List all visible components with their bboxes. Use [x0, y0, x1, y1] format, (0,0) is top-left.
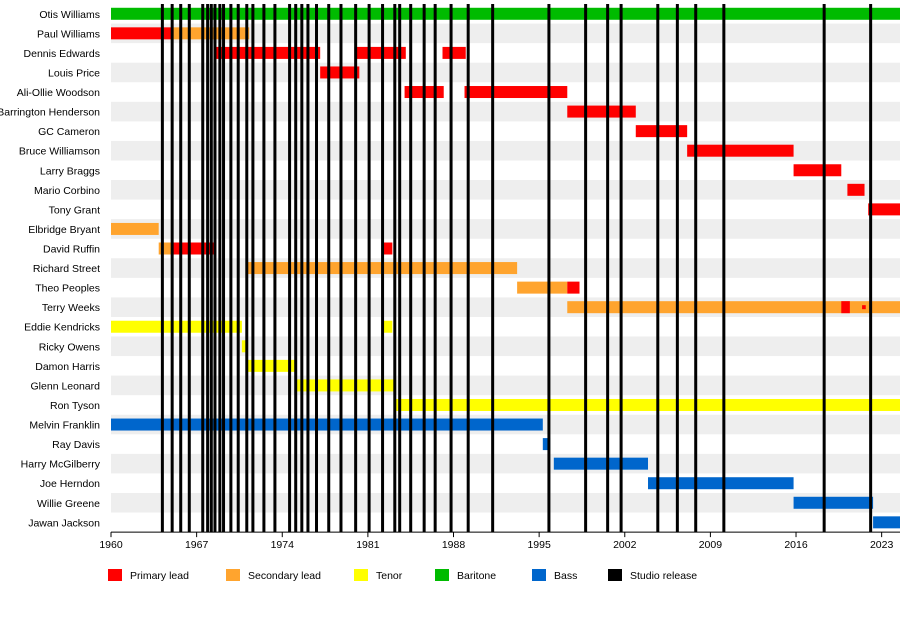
member-label: Elbridge Bryant: [28, 224, 100, 236]
member-label: Mario Corbino: [34, 185, 100, 197]
span-bar-primary: [464, 86, 568, 99]
member-label: Terry Weeks: [42, 302, 100, 314]
span-bar-primary: [862, 305, 866, 310]
member-label: Paul Williams: [37, 28, 100, 40]
x-tick-label: 1967: [185, 539, 209, 551]
span-bar-bass: [873, 516, 900, 529]
legend-label-bass: Bass: [554, 570, 577, 582]
span-bar-tenor: [382, 320, 393, 333]
span-bar-primary: [793, 164, 842, 177]
member-label: Joe Herndon: [40, 478, 100, 490]
span-bar-tenor: [294, 379, 397, 392]
legend-swatch-studio: [608, 569, 622, 581]
span-bar-primary: [868, 203, 900, 216]
row-band: [111, 375, 900, 396]
legend-swatch-bass: [532, 569, 546, 581]
member-label: Bruce Williamson: [19, 146, 100, 158]
legend-label-primary: Primary lead: [130, 570, 189, 582]
span-bar-tenor: [248, 359, 295, 372]
legend-label-studio: Studio release: [630, 570, 697, 582]
span-bar-primary: [382, 242, 393, 255]
x-tick-label: 1981: [356, 539, 380, 551]
span-bar-primary: [841, 301, 850, 314]
legend-swatch-secondary: [226, 569, 240, 581]
span-bar-primary: [687, 144, 794, 157]
row-band: [111, 453, 900, 474]
span-bar-primary: [847, 183, 865, 196]
row-band: [111, 336, 900, 357]
span-bar-primary: [213, 46, 321, 59]
span-bar-secondary: [111, 222, 159, 235]
span-bar-secondary: [567, 301, 900, 314]
span-bar-bass: [648, 477, 794, 490]
row-band: [111, 101, 900, 122]
span-bar-tenor: [396, 398, 900, 411]
member-label: Glenn Leonard: [31, 380, 101, 392]
member-label: GC Cameron: [38, 126, 100, 138]
row-band: [111, 62, 900, 83]
x-tick-label: 2023: [870, 539, 894, 551]
member-label: Dennis Edwards: [24, 48, 100, 60]
member-label: Theo Peoples: [35, 283, 100, 295]
legend-swatch-primary: [108, 569, 122, 581]
span-bar-primary: [635, 125, 688, 138]
span-bar-bass: [542, 438, 551, 451]
x-tick-label: 2016: [784, 539, 808, 551]
legend-swatch-baritone: [435, 569, 449, 581]
span-bar-bass: [111, 418, 543, 431]
member-label: Ray Davis: [52, 439, 100, 451]
span-bar-tenor: [241, 340, 249, 353]
x-tick-label: 1960: [99, 539, 123, 551]
member-label: Damon Harris: [35, 361, 100, 373]
member-label: Melvin Franklin: [29, 420, 100, 432]
row-band: [111, 219, 900, 239]
span-bar-primary: [354, 46, 406, 59]
span-bar-primary: [111, 27, 173, 40]
row-band: [111, 180, 900, 200]
member-label: Tony Grant: [49, 204, 100, 216]
span-bar-secondary: [158, 242, 173, 255]
span-bar-primary: [567, 105, 636, 118]
span-bar-bass: [793, 496, 874, 509]
x-tick-label: 1995: [527, 539, 551, 551]
member-label: Otis Williams: [39, 9, 100, 21]
member-label: Eddie Kendricks: [24, 322, 100, 334]
member-label: Harry McGilberry: [21, 459, 101, 471]
member-label: Barrington Henderson: [0, 107, 100, 119]
x-tick-label: 2009: [699, 539, 723, 551]
span-bar-primary: [442, 46, 466, 59]
span-bar-bass: [553, 457, 649, 470]
span-bar-baritone: [111, 7, 900, 20]
member-label: Larry Braggs: [40, 165, 100, 177]
legend-swatch-tenor: [354, 569, 368, 581]
member-label: Willie Greene: [37, 498, 100, 510]
span-bar-tenor: [111, 320, 242, 333]
span-bar-secondary: [517, 281, 568, 294]
member-label: Jawan Jackson: [28, 517, 100, 529]
member-label: Ron Tyson: [50, 400, 100, 412]
legend-label-tenor: Tenor: [376, 570, 403, 582]
x-tick-label: 1988: [442, 539, 466, 551]
member-label: David Ruffin: [43, 244, 100, 256]
x-tick-label: 1974: [271, 539, 295, 551]
x-tick-label: 2002: [613, 539, 637, 551]
member-label: Richard Street: [33, 263, 100, 275]
member-label: Ricky Owens: [39, 341, 100, 353]
legend-label-baritone: Baritone: [457, 570, 496, 582]
member-label: Ali-Ollie Woodson: [17, 87, 100, 99]
row-band: [111, 493, 900, 513]
span-bar-primary: [567, 281, 580, 294]
legend-label-secondary: Secondary lead: [248, 570, 321, 582]
member-label: Louis Price: [48, 67, 100, 79]
